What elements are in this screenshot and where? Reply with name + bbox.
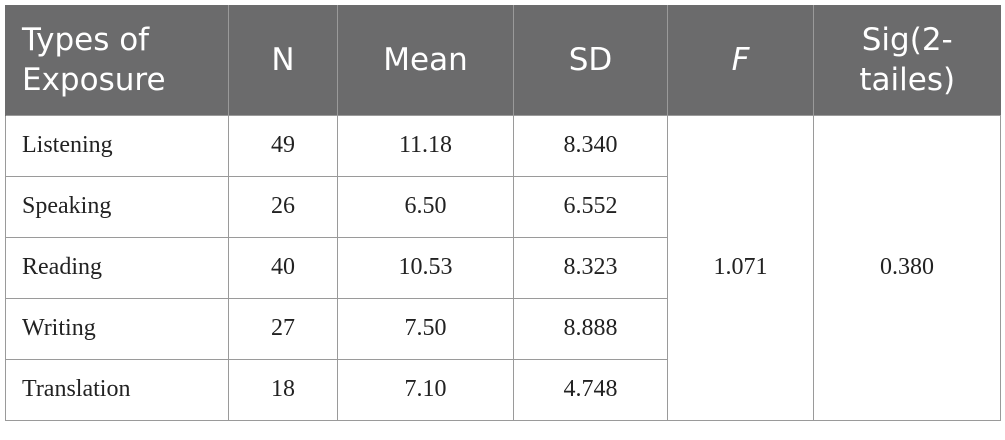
- f-cell: 1.071: [667, 114, 814, 421]
- table-row: Reading 40 10.53 8.323: [5, 236, 1001, 299]
- cell: 4.748: [513, 358, 668, 421]
- cell: 18: [228, 358, 338, 421]
- cell: 11.18: [337, 114, 514, 177]
- cell: 27: [228, 297, 338, 360]
- cell: 6.50: [337, 175, 514, 238]
- row-label: Translation: [5, 358, 229, 421]
- header-cell: N: [228, 5, 338, 115]
- row-label: Writing: [5, 297, 229, 360]
- cell: 26: [228, 175, 338, 238]
- header-cell: Types of Exposure: [5, 5, 229, 115]
- cell: 8.888: [513, 297, 668, 360]
- row-label: Listening: [5, 114, 229, 177]
- sig-cell: 0.380: [813, 114, 1001, 421]
- cell: 6.552: [513, 175, 668, 238]
- header-row: Types of Exposure N Mean SD F Sig(2-tail…: [5, 5, 1001, 115]
- cell: 8.340: [513, 114, 668, 177]
- table-row: Writing 27 7.50 8.888: [5, 297, 1001, 360]
- cell: 8.323: [513, 236, 668, 299]
- header-cell: SD: [513, 5, 668, 115]
- row-label: Speaking: [5, 175, 229, 238]
- table-body: Listening 49 11.18 8.340 1.071 0.380 Speaking 2…: [5, 114, 1001, 421]
- cell: 10.53: [337, 236, 514, 299]
- cell: 7.10: [337, 358, 514, 421]
- table-row: Listening 49 11.18 8.340 1.071 0.380: [5, 114, 1001, 421]
- row-label: Reading: [5, 236, 229, 299]
- table-row: Translation 18 7.10 4.748: [5, 358, 1001, 421]
- cell: 7.50: [337, 297, 514, 360]
- header-cell: Sig(2-tailes): [813, 5, 1001, 115]
- cell: 49: [228, 114, 338, 177]
- cell: 40: [228, 236, 338, 299]
- stats-table: Types of Exposure N Mean SD F Sig(2-tail…: [5, 5, 1001, 421]
- header-cell: F: [667, 5, 814, 115]
- header-cell: Mean: [337, 5, 514, 115]
